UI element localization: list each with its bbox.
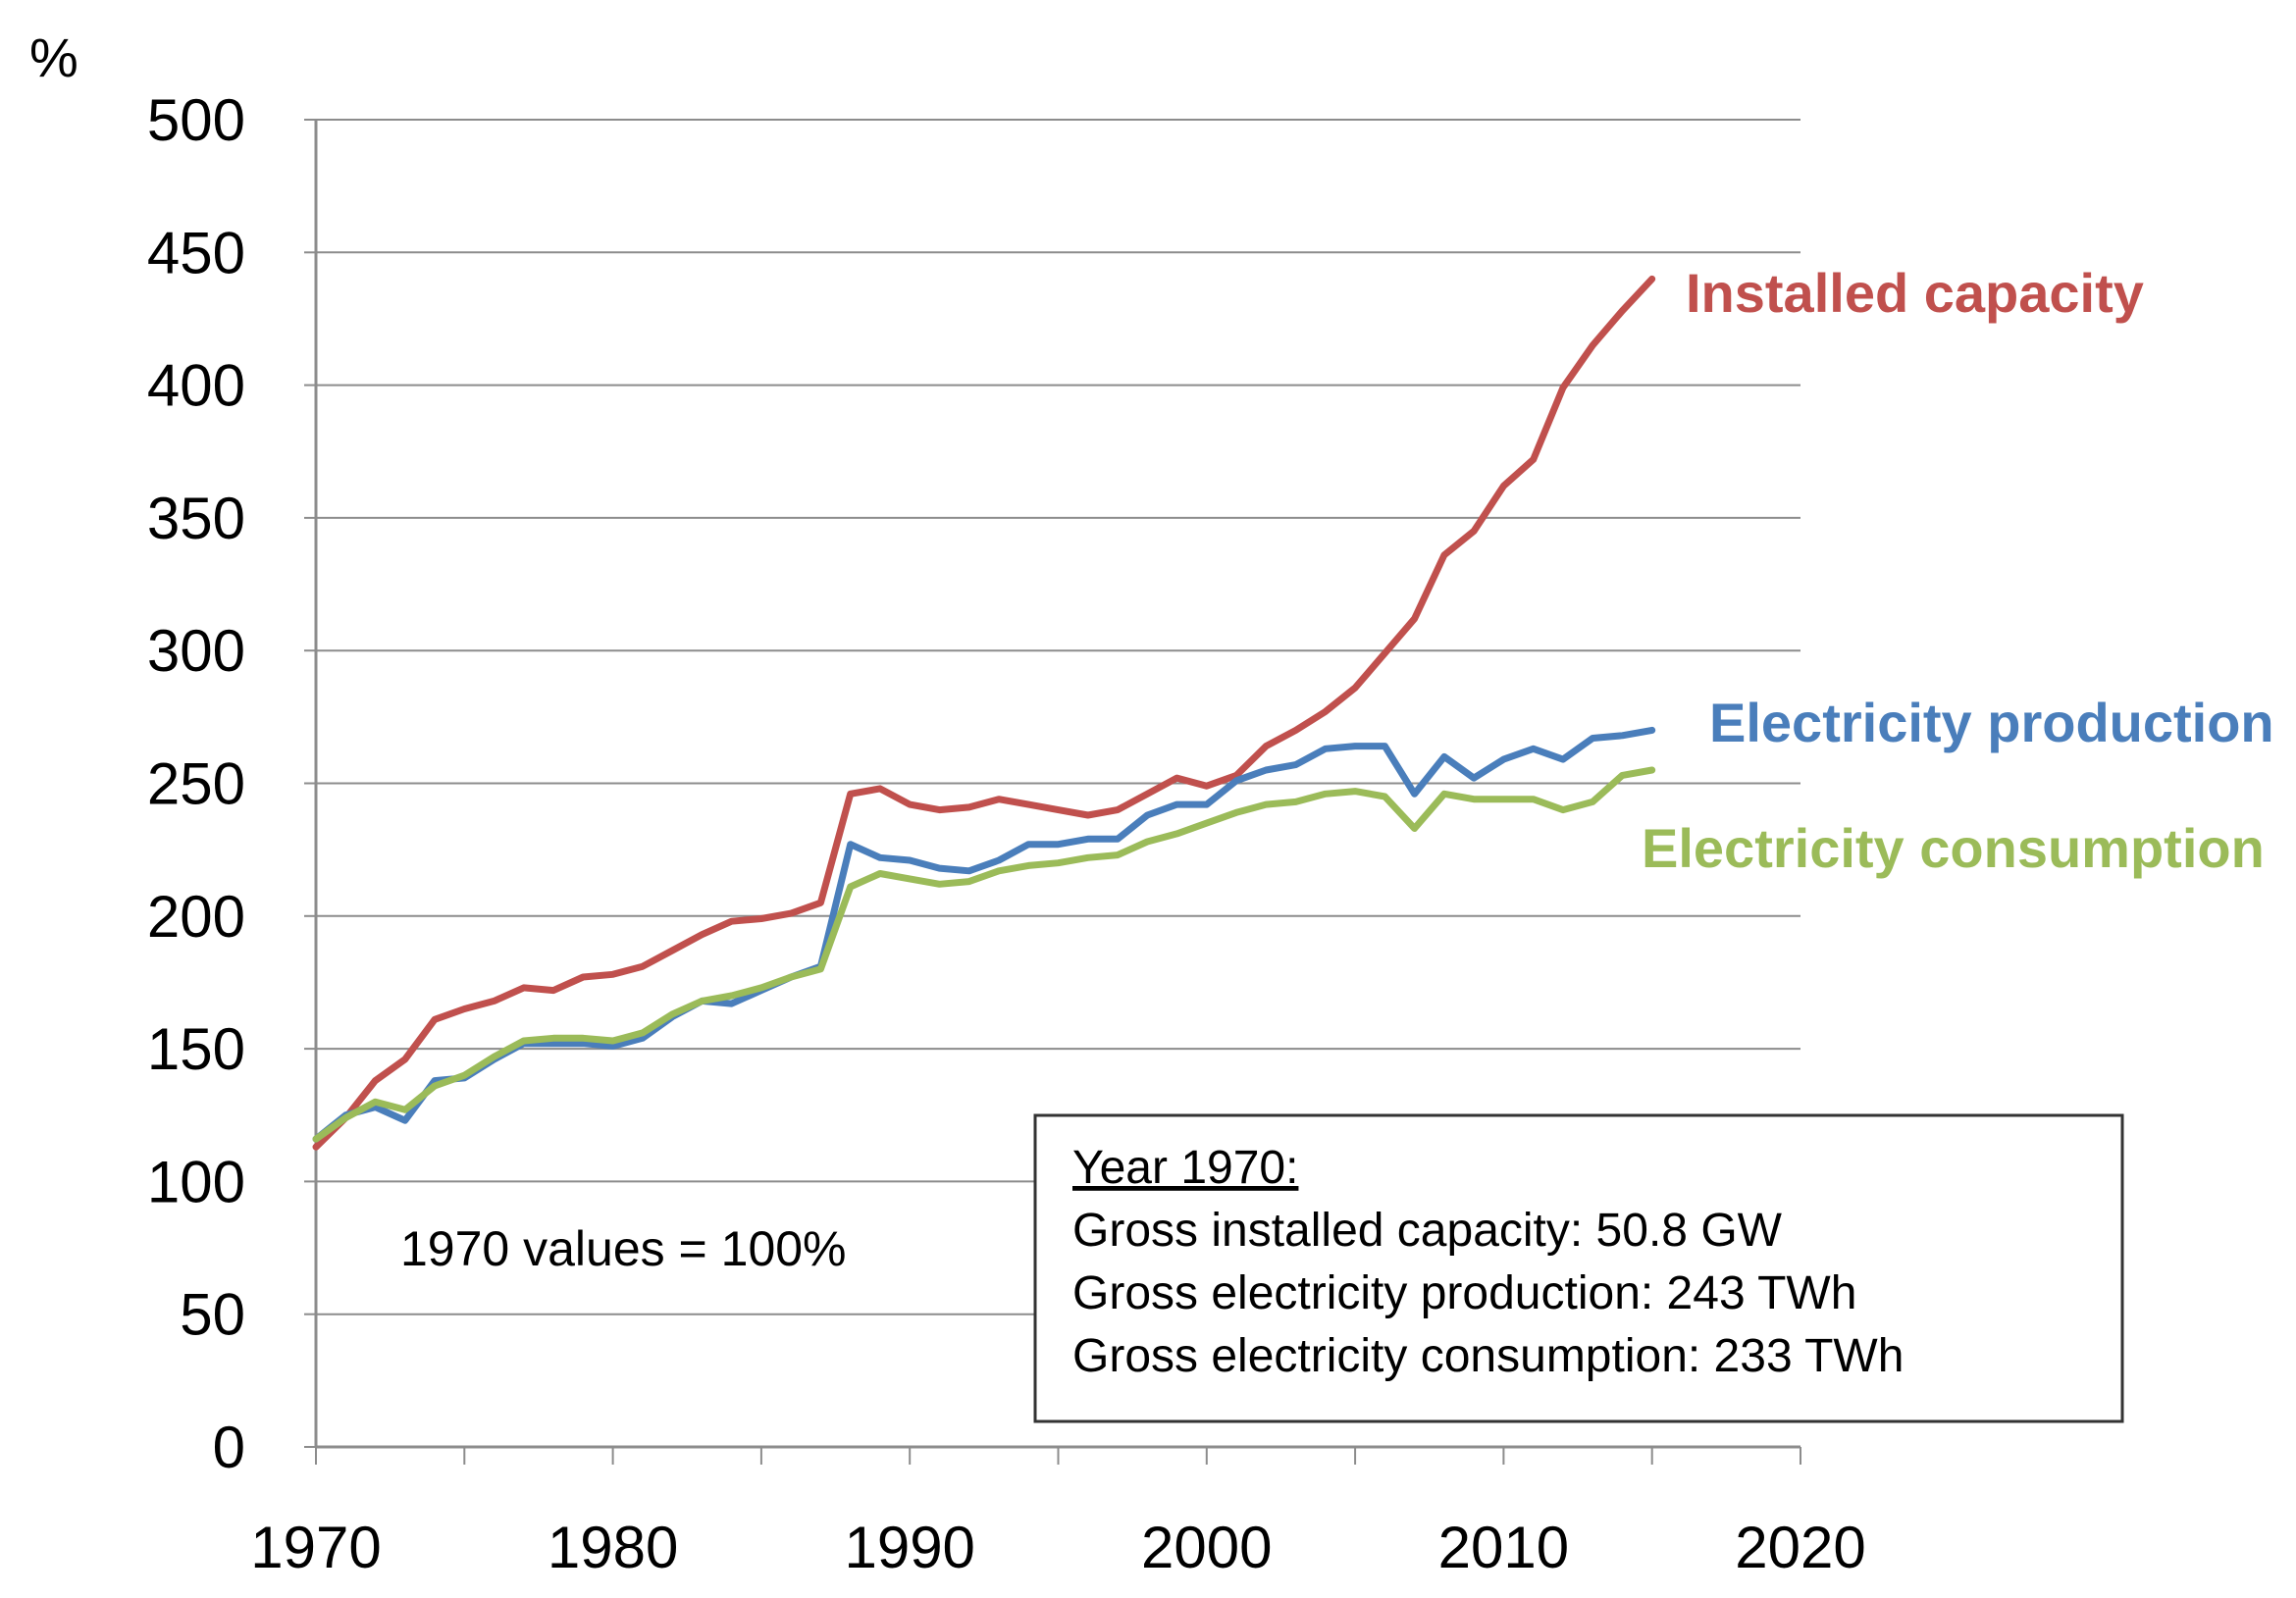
y-tick-label: 400 [147, 353, 245, 419]
y-tick-label: 50 [180, 1282, 245, 1348]
series-labels: Installed capacity Electricity production… [1642, 262, 2274, 879]
x-tick-label: 2000 [1141, 1515, 1272, 1580]
info-box-frame [1033, 1113, 2124, 1423]
y-tick-label: 450 [147, 220, 245, 285]
series-line-electricity-production [312, 726, 1656, 1143]
y-tick-label: 150 [147, 1016, 245, 1082]
series-label-electricity-consumption: Electricity consumption [1642, 817, 2265, 879]
y-tick-label: 350 [147, 486, 245, 551]
axes [304, 119, 1801, 1465]
info-box: Year 1970: Gross installed capacity: 50.… [1033, 1113, 2124, 1423]
x-tick-label: 2010 [1438, 1515, 1569, 1580]
x-tick-label: 1990 [844, 1515, 974, 1580]
y-tick-label: 250 [147, 751, 245, 817]
base-note: 1970 values = 100% [400, 1221, 847, 1276]
y-tick-label: 100 [147, 1149, 245, 1214]
series-line-electricity-consumption [312, 766, 1656, 1143]
y-tick-label: 300 [147, 618, 245, 684]
info-box-line-production: Gross electricity production: 243 TWh [1072, 1267, 1856, 1319]
y-tick-label: 500 [147, 87, 245, 153]
y-tick-label: 200 [147, 884, 245, 950]
x-tick-labels: 1970 1980 1990 2000 2010 2020 [250, 1515, 1865, 1580]
series-label-installed-capacity: Installed capacity [1686, 262, 2144, 324]
series-label-electricity-production: Electricity production [1709, 692, 2274, 753]
x-tick-label: 1980 [548, 1515, 678, 1580]
series-line-installed-capacity [312, 275, 1656, 1151]
y-tick-label: 0 [213, 1415, 245, 1480]
series-lines [312, 275, 1656, 1151]
y-tick-labels: 0 50 100 150 200 250 300 350 400 450 500 [147, 87, 245, 1480]
x-tick-label: 2020 [1735, 1515, 1865, 1580]
info-box-line-capacity: Gross installed capacity: 50.8 GW [1072, 1205, 1783, 1257]
info-box-line-consumption: Gross electricity consumption: 233 TWh [1072, 1330, 1904, 1382]
info-box-title: Year 1970: [1072, 1142, 1298, 1194]
y-axis-unit: % [29, 26, 78, 88]
x-tick-label: 1970 [250, 1515, 381, 1580]
